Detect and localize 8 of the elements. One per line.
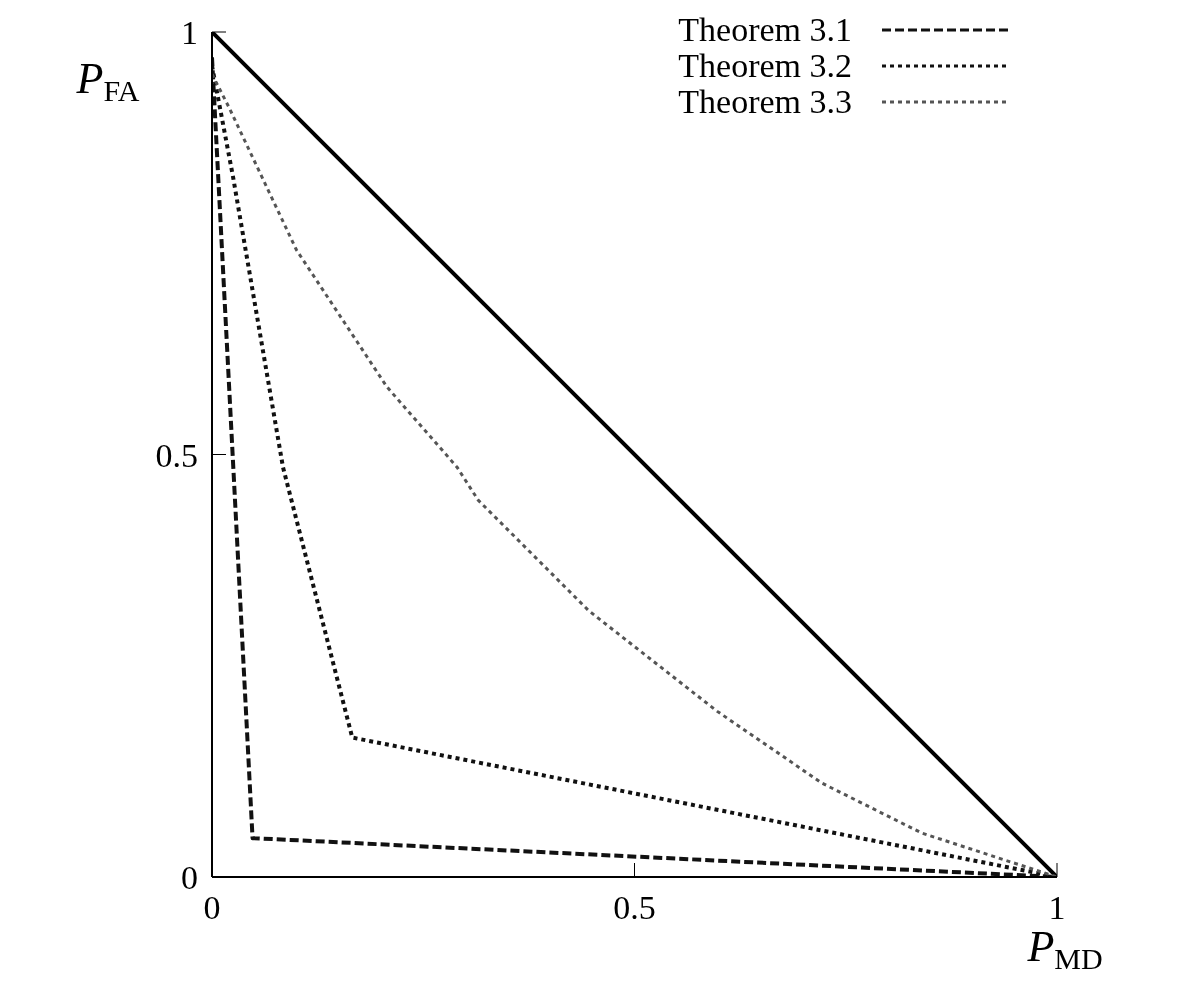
x-tick-label: 0.5 — [613, 889, 656, 927]
y-tick-label: 0 — [181, 859, 198, 897]
legend-label: Theorem 3.3 — [678, 83, 852, 120]
y-tick-label: 0.5 — [155, 436, 198, 474]
legend-label: Theorem 3.1 — [678, 11, 852, 48]
legend-label: Theorem 3.2 — [678, 47, 852, 84]
y-tick-label: 1 — [181, 14, 198, 52]
y-axis-title: P$_{FA}$ — [75, 54, 140, 107]
